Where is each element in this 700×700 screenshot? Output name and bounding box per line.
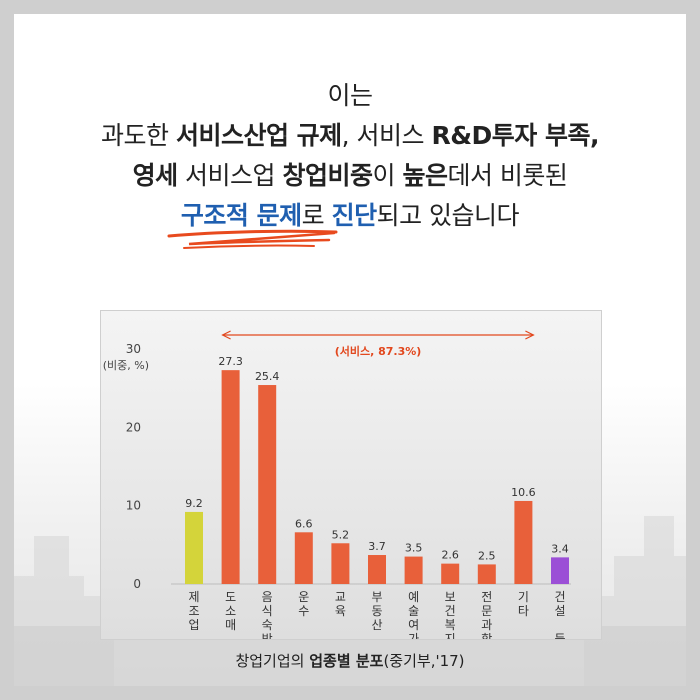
bar [477,564,496,584]
headline-bold-text: 창업비중 [282,161,373,190]
headline-line-3: 영세 서비스업 창업비중이 높은데서 비롯된 [14,156,686,196]
bar [404,556,423,584]
bar-value-label: 3.5 [405,542,423,555]
y-tick-label: 0 [133,577,141,591]
annotation-arrow-right-head [525,330,535,340]
headline-text: , 서비스 [341,121,432,150]
headline-text: 서비스업 [177,161,283,190]
bar [514,500,533,584]
headline-text: 되고 있습니다 [376,201,520,230]
headline-text: 이는 [327,81,373,110]
caption-text: 창업기업의 [235,652,310,670]
bar [221,370,240,584]
bar [185,511,203,584]
bar [368,555,386,584]
bar-value-label: 10.6 [511,486,536,499]
headline-line-2: 과도한 서비스산업 규제, 서비스 R&D투자 부족, [14,116,686,156]
bar-value-label: 2.6 [441,549,459,562]
headline-text: , [590,121,600,150]
bar [258,385,277,584]
headline-bold-text: 높은 [402,161,448,190]
bar-value-label: 5.2 [332,528,350,541]
bar [331,543,350,584]
headline: 이는 과도한 서비스산업 규제, 서비스 R&D투자 부족, 영세 서비스업 창… [14,76,686,236]
bar-value-label: 2.5 [478,549,496,562]
bar-value-label: 3.7 [368,540,386,553]
bar-value-label: 25.4 [255,370,280,383]
y-axis-label: (비중, %) [103,359,149,372]
annotation-label: (서비스, 87.3%) [335,344,422,358]
caption-bold-text: 업종별 분포 [309,652,384,670]
headline-bold-text: 서비스산업 규제 [175,121,342,150]
brush-underline [167,229,338,249]
annotation-arrow-left-head [221,330,231,340]
caption-source-text: (중기부,'17) [383,652,465,670]
y-tick-label: 20 [126,420,141,434]
y-tick-label: 30 [126,342,141,356]
bar-value-label: 27.3 [218,355,243,368]
headline-text: 데서 비롯된 [447,161,568,190]
y-tick-label: 10 [126,499,141,513]
headline-text: 로 [301,201,332,230]
bar [441,563,460,584]
headline-text: 이 [372,161,403,190]
headline-highlight-text: 진단 [331,201,378,230]
bar-chart: 0 10 20 30 (비중, %) (서비스, 87.3%) 9.2 제 조 업 27.3 도 소 매 2… [103,330,571,646]
headline-highlight-text: 구조적 문제 [180,201,302,230]
headline-text: 과도한 [100,121,176,150]
bar-value-label: 6.6 [295,517,313,530]
headline-bold-text: R&D투자 부족 [431,121,591,150]
chart-caption: 창업기업의 업종별 분포(중기부,'17) [14,650,686,671]
headline-line-4: 구조적 문제로 진단되고 있습니다 [14,196,686,236]
bar [294,532,313,584]
headline-bold-text: 영세 [132,161,179,190]
headline-line-1: 이는 [14,76,686,116]
bar-value-label: 9.2 [185,497,203,510]
infographic-card: 이는 과도한 서비스산업 규제, 서비스 R&D투자 부족, 영세 서비스업 창… [14,14,686,686]
chart-panel: 0 10 20 30 (비중, %) (서비스, 87.3%) 9.2 제 조 업 27.3 도 소 매 2… [100,310,602,646]
bar [551,557,569,584]
bar-value-label: 3.4 [551,542,569,555]
